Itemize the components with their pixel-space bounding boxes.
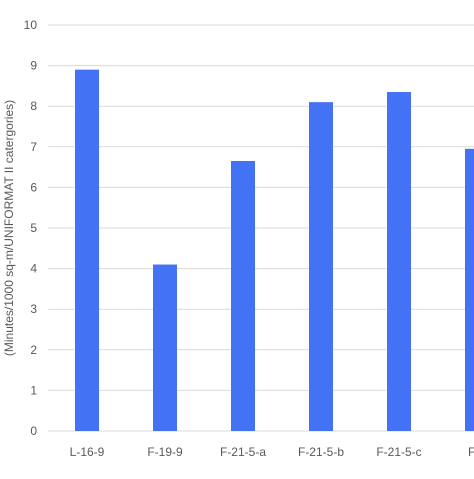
y-tick-label: 6 [30,180,37,194]
y-axis-ticks: 0 1 2 3 4 5 6 7 8 9 10 [24,18,38,438]
bar-f-21-5-d [465,148,474,431]
y-tick-label: 5 [30,221,37,235]
bar-f-21-5-b [309,102,333,431]
x-tick-label: F-2 [468,445,474,459]
x-tick-label: F-21-5-a [220,445,266,459]
y-tick-label: 9 [30,59,37,73]
y-tick-label: 10 [24,18,38,32]
gridlines [48,24,474,432]
x-tick-label: F-21-5-c [376,445,421,459]
x-axis-ticks: L-16-9 F-19-9 F-21-5-a F-21-5-b F-21-5-c F-2 [70,445,474,459]
y-axis-label: (Minutes/1000 sq-m/UNIFORMAT II catergor… [2,100,16,356]
y-tick-label: 8 [30,99,37,113]
y-tick-label: 7 [30,140,37,154]
bar-f-19-9 [153,264,177,431]
y-tick-label: 4 [30,262,37,276]
bar-series [75,69,474,432]
x-tick-label: F-21-5-b [298,445,344,459]
y-tick-label: 1 [30,383,37,397]
x-tick-label: L-16-9 [70,445,105,459]
y-tick-label: 2 [30,343,37,357]
bar-l-16-9 [75,69,99,431]
y-tick-label: 3 [30,302,37,316]
bar-f-21-5-a [231,161,255,431]
bar-f-21-5-c [387,91,411,432]
x-tick-label: F-19-9 [147,445,183,459]
y-tick-label: 0 [30,424,37,438]
